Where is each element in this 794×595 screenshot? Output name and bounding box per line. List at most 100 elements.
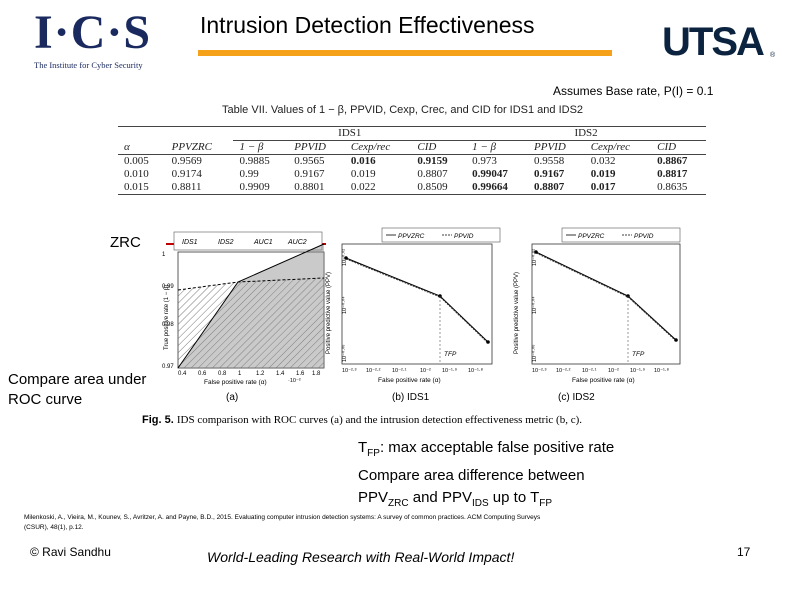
table-caption: Table VII. Values of 1 − β, PPVID, Cexp,… [222, 104, 584, 116]
panel-b-ytick: 10⁻⁰·⁰² [341, 249, 348, 266]
values-table: IDS1 IDS2 α PPVZRC 1 − β PPVID Cexp/rec … [118, 126, 706, 195]
figure-caption-text: IDS comparison with ROC curves (a) and t… [176, 414, 582, 426]
table-cell: 0.8817 [657, 168, 688, 180]
ppvid-line [535, 252, 677, 342]
table-cell: 0.9167 [294, 168, 325, 180]
panel-c-xtick: 10⁻¹·⁹ [630, 367, 645, 374]
table-row: 0.015 0.8811 0.9909 0.8801 0.022 0.8509 … [118, 181, 706, 195]
table-col-header: PPVZRC [165, 140, 234, 155]
table-group-ids1: IDS1 [233, 126, 467, 141]
table-group-spacer [165, 126, 234, 141]
table-cell: 0.005 [124, 155, 149, 167]
panel-a-xtick: 1.4 [276, 371, 285, 377]
table-cell: 0.019 [350, 168, 376, 180]
notes-block: TFP: max acceptable false positive rate … [358, 437, 614, 515]
panel-c-ylabel: Positive predictive value (PPV) [514, 272, 520, 354]
panel-c-xtick: 10⁻² [608, 368, 619, 374]
panel-b-xtick: 10⁻²·³ [342, 368, 357, 374]
table-cell: 0.8807 [417, 168, 448, 180]
figure-caption-prefix: Fig. 5. [142, 414, 174, 426]
table-col-header: 1 − β [233, 140, 289, 155]
auc1-area [178, 278, 324, 368]
ppv-point [344, 256, 348, 260]
panel-c-xlabel: False positive rate (α) [572, 377, 635, 384]
panel-a-ytick: 0.97 [162, 364, 174, 370]
panel-c-legend [561, 227, 681, 243]
table-cell: 0.99047 [472, 168, 508, 180]
table-row: 0.010 0.9174 0.99 0.9167 0.019 0.8807 0.… [118, 168, 706, 181]
ppv-point [534, 250, 538, 254]
table-cell: 0.973 [472, 155, 497, 167]
table-cell: 0.017 [584, 181, 652, 195]
panel-a-xtick: 0.6 [198, 371, 207, 377]
panel-b-xtick: 10⁻²·² [366, 368, 381, 374]
note-line-2: Compare area difference between [358, 467, 585, 484]
table-cell: 0.9174 [171, 168, 202, 180]
compare-area-label: Compare area under ROC curve [8, 371, 147, 408]
panel-a-xlabel: False positive rate (α) [204, 379, 267, 386]
utsa-logo: UTSA [662, 20, 765, 64]
panel-a: IDS1 IDS2 AUC1 AUC2 1 0.99 0.98 0.97 0.4… [162, 231, 325, 403]
legend-auc1: AUC1 [253, 239, 273, 246]
panel-b-ytick: 10⁻⁰·⁰⁴ [341, 296, 348, 314]
panel-c-xtick: 10⁻²·² [556, 368, 571, 374]
panel-a-xtick: 1.8 [312, 371, 321, 377]
panel-a-sublabel: (a) [226, 392, 238, 403]
note-sub: FP [367, 448, 380, 459]
note-sub: IDS [471, 498, 489, 509]
panel-b-xlabel: False positive rate (α) [378, 377, 441, 384]
ppv-point [486, 340, 490, 344]
utsa-registered-mark: ® [770, 52, 776, 59]
panel-a-xtick: 1.2 [256, 371, 265, 377]
table-cell: 0.8635 [651, 181, 706, 195]
figure-caption: Fig. 5. IDS comparison with ROC curves (… [142, 414, 582, 426]
panel-a-ytick: 1 [162, 252, 166, 258]
panel-a-xtick: 0.8 [218, 371, 227, 377]
table-row: 0.005 0.9569 0.9885 0.9565 0.016 0.9159 … [118, 155, 706, 169]
table-group-ids2: IDS2 [466, 126, 706, 141]
zrc-label: ZRC [110, 234, 141, 251]
table-cell: 0.022 [344, 181, 412, 195]
note-text: up to T [488, 489, 540, 506]
table-col-header: Cexp/rec [344, 140, 412, 155]
ics-logo-subtitle: The Institute for Cyber Security [34, 60, 143, 70]
table-group-spacer [118, 126, 166, 141]
table-cell: 0.010 [124, 168, 149, 180]
ics-logo-letters: I·C·S [34, 6, 152, 59]
panel-b-axes [341, 243, 493, 365]
table-cell: 0.9909 [233, 181, 289, 195]
panel-a-xexponent: ·10⁻² [288, 378, 301, 384]
ids1-curve [177, 277, 325, 291]
legend-ppvid: PPVID [454, 233, 474, 240]
legend-ppvid: PPVID [634, 233, 654, 240]
footer-tagline: World-Leading Research with Real-World I… [207, 549, 515, 565]
panel-a-ylabel: True positive rate (1 − β) [164, 285, 170, 350]
slide-title: Intrusion Detection Effectiveness [200, 12, 535, 38]
panel-c-xtick: 10⁻²·¹ [582, 368, 597, 374]
panel-b-ylabel: Positive predictive value (PPV) [326, 272, 332, 354]
panel-b-xtick: 10⁻¹·⁸ [468, 367, 483, 374]
panel-a-ytick: 0.99 [162, 284, 174, 290]
ppvid-line [345, 258, 489, 344]
footer-copyright: © Ravi Sandhu [30, 545, 111, 559]
table-cell: 0.99 [239, 168, 259, 180]
table-cell: 0.9565 [294, 155, 325, 167]
table-cell: 0.019 [590, 168, 616, 180]
table-cell: 0.032 [590, 155, 616, 167]
tfp-label: TFP [444, 351, 457, 358]
panel-c-ytick: 10⁻⁰·⁰⁴ [531, 296, 538, 314]
panel-a-xtick: 1 [238, 371, 242, 377]
note-line-3: PPVZRC and PPVIDS up to TFP [358, 487, 614, 515]
note-text: PPV [358, 489, 389, 506]
panel-b-sublabel: (b) IDS1 [392, 392, 430, 403]
table-col-header: CID [651, 140, 706, 155]
panel-c: PPVZRC PPVID TFP 10⁻⁰·⁰² 10⁻⁰·⁰⁴ 10⁻⁰·⁰⁶… [514, 227, 681, 403]
panel-a-legend [173, 231, 323, 251]
ics-logo: I·C·S The Institute for Cyber Security [34, 8, 156, 78]
panel-b-xtick: 10⁻² [420, 368, 431, 374]
table-col-header: PPVID [288, 140, 345, 155]
table-cell: 0.016 [350, 155, 376, 167]
legend-ppvzrc: PPVZRC [398, 233, 425, 240]
table-cell: 0.015 [118, 181, 166, 195]
table-cell: 0.8811 [165, 181, 234, 195]
